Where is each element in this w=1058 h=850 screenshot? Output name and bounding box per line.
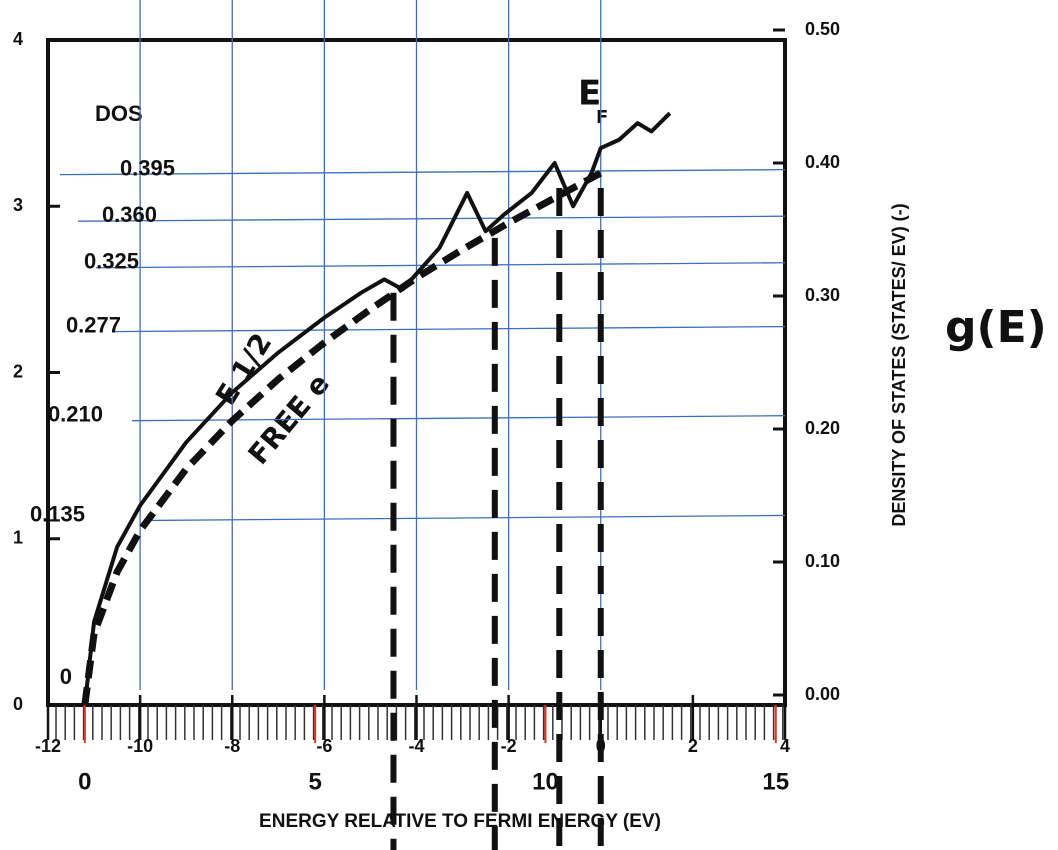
x-tick-label: -2: [501, 736, 517, 756]
g-label: g(E): [945, 302, 1047, 353]
y2-tick-label: 0.50: [805, 19, 840, 39]
curve: [82, 111, 672, 706]
x-tick-label: -12: [35, 736, 61, 756]
dos-label: 0.395: [120, 155, 175, 180]
fermi-sub: F: [596, 107, 608, 128]
dos-label: 0.277: [66, 312, 121, 337]
dos-label: 0.210: [48, 402, 103, 427]
x-tick-label: -6: [316, 736, 332, 756]
y2-axis-label: DENSITY OF STATES (STATES/ EV) (-): [889, 203, 909, 526]
y2-tick-label: 0.20: [805, 418, 840, 438]
ruler-tick-label: 15: [762, 768, 789, 795]
x-tick-label: -4: [408, 736, 424, 756]
y-tick-label: 1: [13, 528, 23, 548]
y-tick-label: 4: [13, 29, 23, 49]
y2-tick-label: 0.00: [805, 684, 840, 704]
x-tick-label: -10: [127, 736, 153, 756]
ruler-tick-label: 0: [78, 768, 91, 795]
dos-label: 0.360: [102, 202, 157, 227]
x-tick-label: 2: [688, 736, 698, 756]
curve: [81, 169, 603, 706]
dos-label: 0: [60, 664, 72, 689]
dos-label: 0.135: [30, 501, 85, 526]
y2-tick-label: 0.40: [805, 152, 840, 172]
x-tick-label: -8: [224, 736, 240, 756]
fermi-label: E: [578, 74, 601, 114]
ruler-tick-label: 5: [308, 768, 321, 795]
y-tick-label: 3: [13, 195, 23, 215]
ruler-tick-label: 10: [532, 768, 559, 795]
dos-label: 0.325: [84, 249, 139, 274]
dos-title: DOS: [95, 101, 143, 126]
dos-guide: [59, 169, 786, 176]
dos-guide: [131, 415, 786, 422]
dos-guide: [149, 514, 786, 522]
y-tick-label: 2: [13, 361, 23, 381]
dos-guide: [77, 215, 786, 222]
dos-guide: [113, 325, 786, 333]
y2-tick-label: 0.10: [805, 551, 840, 571]
y2-tick-label: 0.30: [805, 285, 840, 305]
x-tick-label: 4: [780, 736, 790, 756]
dos-guide: [95, 262, 786, 269]
y-tick-label: 0: [13, 694, 23, 714]
